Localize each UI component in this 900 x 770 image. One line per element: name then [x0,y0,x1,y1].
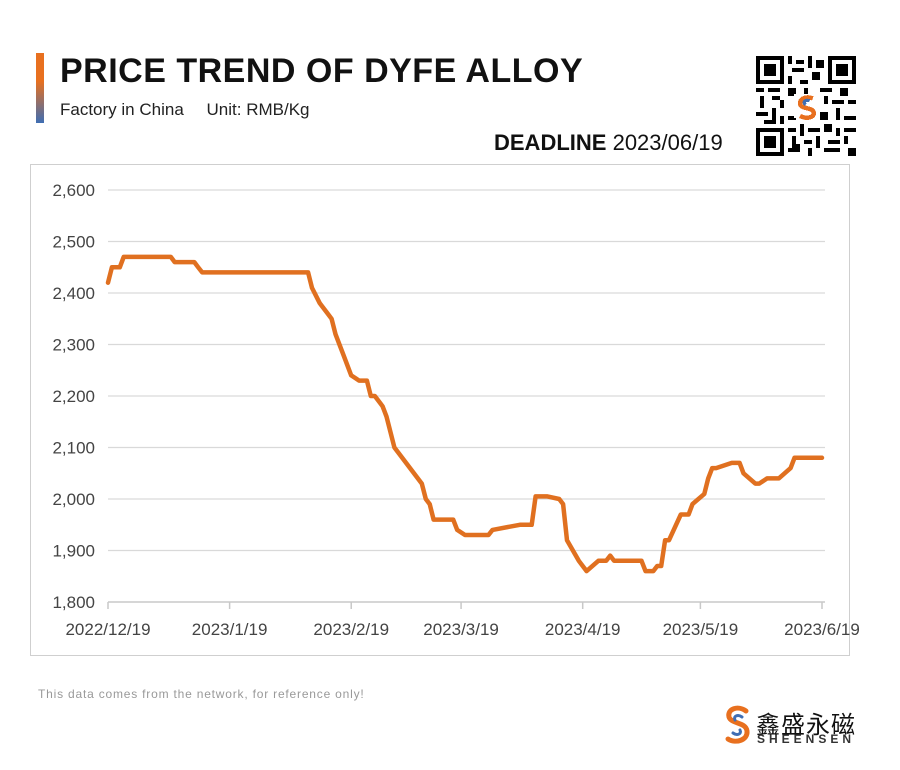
x-tick-label: 2023/5/19 [663,620,739,639]
brand-logo: 鑫盛永磁 SHEENSEN [722,703,862,751]
title-accent-bar [36,53,44,123]
deadline: DEADLINE 2023/06/19 [494,130,723,156]
y-tick-label: 2,300 [52,336,95,355]
price-series-line [105,254,825,574]
x-axis [107,601,825,609]
x-tick-label: 2023/2/19 [313,620,389,639]
x-tick-label: 2023/1/19 [192,620,268,639]
y-tick-labels: 1,800 1,900 2,000 2,100 2,200 2,300 2,400 2,500… [52,181,95,612]
x-tick-labels: 2022/12/19 2023/1/19 2023/2/19 2023/3/19 202… [65,620,859,639]
y-tick-label: 2,000 [52,490,95,509]
deadline-date: 2023/06/19 [612,130,723,155]
y-tick-label: 2,600 [52,181,95,200]
qr-code-icon [756,56,856,156]
y-tick-label: 1,800 [52,593,95,612]
x-tick-label: 2023/6/19 [784,620,860,639]
y-tick-label: 1,900 [52,542,95,561]
brand-name-en: SHEENSEN [757,732,856,746]
deadline-label: DEADLINE [494,130,607,155]
x-tick-label: 2023/4/19 [545,620,621,639]
grid-lines [108,189,825,552]
sheensen-logo-icon [725,705,750,744]
y-tick-label: 2,200 [52,387,95,406]
chart-subtitle: Factory in China Unit: RMB/Kg [60,100,328,120]
subtitle-unit: Unit: RMB/Kg [206,100,310,119]
y-tick-label: 2,400 [52,284,95,303]
disclaimer-note: This data comes from the network, for re… [38,687,365,701]
x-tick-label: 2022/12/19 [65,620,150,639]
subtitle-source: Factory in China [60,100,184,119]
y-tick-label: 2,100 [52,439,95,458]
page-title: PRICE TREND OF DYFE ALLOY [60,52,584,90]
y-tick-label: 2,500 [52,233,95,252]
brand-name-cn: 鑫盛永磁 [756,711,856,739]
chart-frame [30,164,850,656]
x-tick-label: 2023/3/19 [423,620,499,639]
